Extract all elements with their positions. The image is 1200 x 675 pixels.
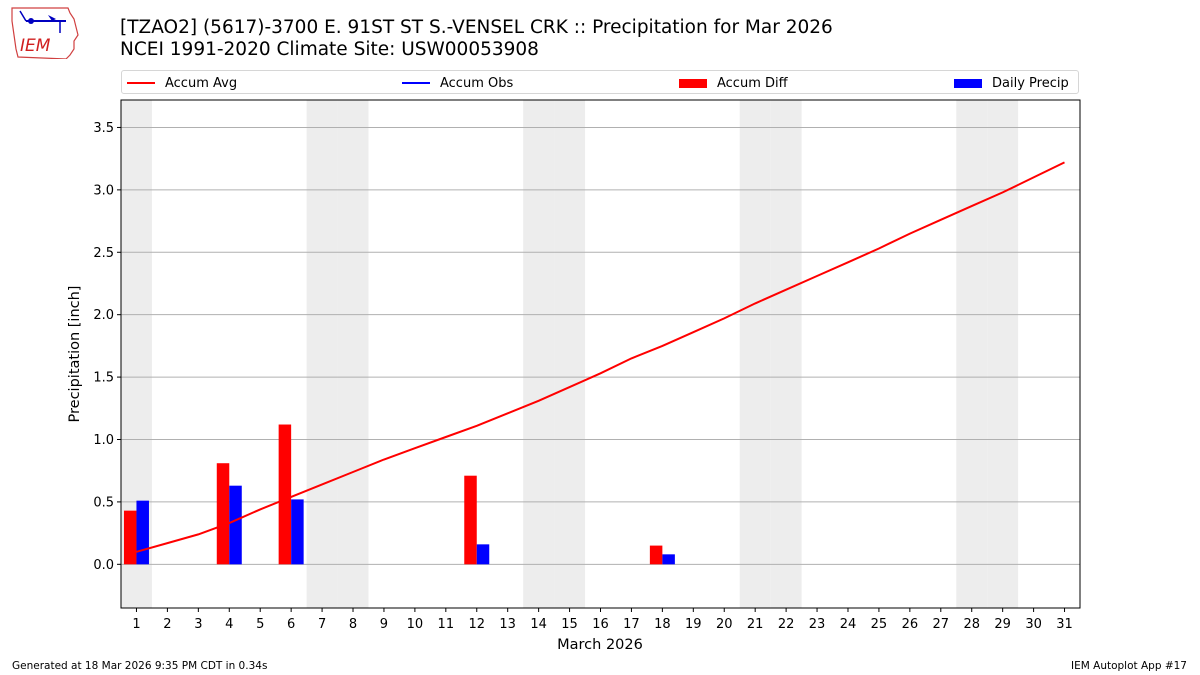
weekend-band — [987, 100, 1019, 608]
legend-item-accum-avg: Accum Avg — [127, 74, 237, 92]
x-tick-label: 23 — [809, 617, 826, 632]
legend-item-accum-obs: Accum Obs — [402, 74, 513, 92]
x-tick-label: 1 — [132, 617, 140, 632]
chart-legend: Accum Avg Accum Obs Accum Diff Daily Pre… — [121, 70, 1079, 94]
x-tick-label: 20 — [716, 617, 733, 632]
x-tick-label: 13 — [499, 617, 516, 632]
accum-diff-bar — [464, 475, 477, 565]
x-tick-label: 8 — [349, 617, 357, 632]
accum-diff-bar — [216, 463, 230, 565]
x-tick-label: 22 — [778, 617, 795, 632]
daily-precip-bar — [662, 554, 675, 565]
x-tick-label: 21 — [747, 617, 764, 632]
chart-title: [TZAO2] (5617)-3700 E. 91ST ST S.-VENSEL… — [120, 17, 833, 61]
red-line-swatch-icon — [127, 82, 155, 84]
accum-diff-bar — [123, 510, 137, 565]
y-tick-label: 3.5 — [93, 121, 114, 136]
x-tick-label: 28 — [963, 617, 980, 632]
x-tick-label: 16 — [592, 617, 609, 632]
x-tick-label: 31 — [1056, 617, 1073, 632]
y-tick-label: 1.5 — [93, 371, 114, 386]
daily-precip-bar — [136, 500, 149, 565]
daily-precip-bar — [291, 499, 304, 565]
bar-series — [123, 424, 675, 565]
legend-label: Accum Obs — [440, 75, 514, 91]
x-tick-label: 7 — [318, 617, 326, 632]
axes-frame — [120, 99, 1081, 609]
red-patch-swatch-icon — [679, 78, 707, 88]
blue-line-swatch-icon — [402, 82, 430, 84]
y-tick-label: 0.0 — [93, 558, 114, 573]
legend-label: Accum Diff — [717, 75, 788, 91]
generated-timestamp: Generated at 18 Mar 2026 9:35 PM CDT in … — [12, 660, 268, 672]
legend-label: Accum Avg — [165, 75, 238, 91]
legend-item-accum-diff: Accum Diff — [679, 74, 788, 92]
y-tick-label: 2.0 — [93, 308, 114, 323]
x-axis-ticks: 1 2 3 4 5 6 7 8 9 10 11 12 13 14 15 16 17 18 19 20 21 22 23 24 2… — [132, 608, 1073, 632]
weekend-band — [523, 100, 555, 608]
weekend-band — [554, 100, 586, 608]
accum-diff-bar — [278, 424, 292, 565]
iem-logo: IEM — [8, 5, 80, 60]
x-tick-label: 4 — [225, 617, 233, 632]
x-tick-label: 30 — [1025, 617, 1042, 632]
weekend-band — [956, 100, 988, 608]
chart-subtitle: NCEI 1991-2020 Climate Site: USW00053908 — [120, 39, 539, 60]
y-tick-label: 1.0 — [93, 433, 114, 448]
weekend-band — [739, 100, 771, 608]
x-tick-label: 15 — [561, 617, 578, 632]
y-axis-label: Precipitation [inch] — [67, 286, 83, 423]
x-tick-label: 24 — [840, 617, 857, 632]
accum-diff-bar — [649, 545, 663, 565]
weekend-band — [770, 100, 802, 608]
weekend-band — [306, 100, 338, 608]
y-axis-ticks: 0.0 0.5 1.0 1.5 2.0 2.5 3.0 3.5 — [93, 121, 121, 573]
x-tick-label: 6 — [287, 617, 295, 632]
y-gridlines — [121, 126, 1080, 565]
y-tick-label: 2.5 — [93, 246, 114, 261]
daily-precip-bar — [229, 485, 242, 565]
x-tick-label: 5 — [256, 617, 264, 632]
x-tick-label: 14 — [530, 617, 547, 632]
svg-text:IEM: IEM — [20, 36, 51, 56]
daily-precip-bar — [476, 544, 490, 565]
x-axis-label: March 2026 — [557, 637, 643, 653]
legend-label: Daily Precip — [992, 75, 1069, 91]
y-tick-label: 3.0 — [93, 183, 114, 198]
blue-patch-swatch-icon — [954, 78, 982, 88]
x-tick-label: 9 — [380, 617, 388, 632]
x-tick-label: 25 — [871, 617, 888, 632]
x-tick-label: 19 — [685, 617, 702, 632]
x-tick-label: 27 — [933, 617, 950, 632]
accum-avg-line — [136, 161, 1065, 553]
x-tick-label: 18 — [654, 617, 671, 632]
iowa-map-icon: IEM — [11, 7, 79, 60]
x-tick-label: 26 — [902, 617, 919, 632]
y-tick-label: 0.5 — [93, 495, 114, 510]
x-tick-label: 10 — [407, 617, 424, 632]
x-tick-label: 2 — [163, 617, 171, 632]
x-tick-label: 3 — [194, 617, 202, 632]
x-tick-label: 29 — [994, 617, 1011, 632]
legend-item-daily-precip: Daily Precip — [954, 74, 1069, 92]
x-tick-label: 11 — [438, 617, 455, 632]
x-tick-label: 17 — [623, 617, 640, 632]
weekend-band — [337, 100, 369, 608]
weekend-shading — [121, 100, 1019, 608]
chart-title-line1: [TZAO2] (5617)-3700 E. 91ST ST S.-VENSEL… — [120, 17, 833, 38]
x-tick-label: 12 — [468, 617, 485, 632]
app-credit: IEM Autoplot App #17 — [1071, 660, 1187, 672]
